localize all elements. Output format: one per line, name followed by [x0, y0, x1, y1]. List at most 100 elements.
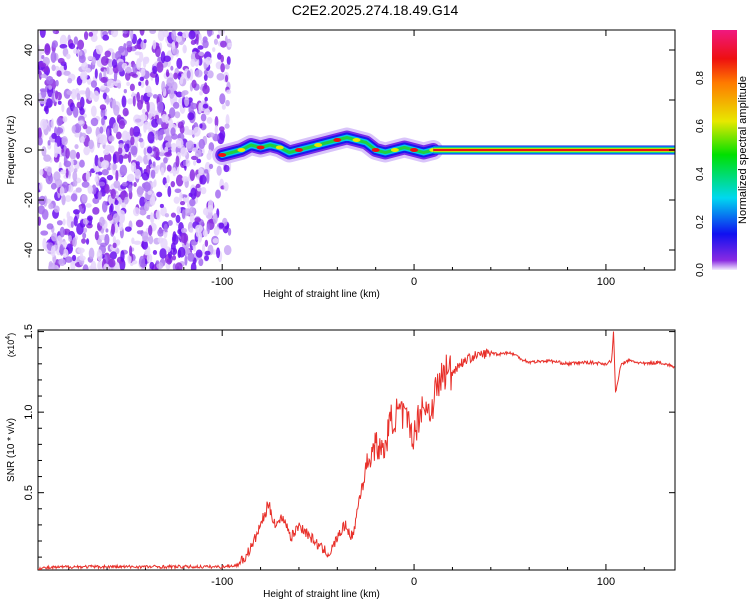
- noise-blob: [123, 30, 129, 35]
- noise-blob: [58, 258, 66, 267]
- noise-blob: [108, 258, 116, 268]
- noise-blob: [212, 213, 218, 224]
- noise-blob: [176, 57, 183, 70]
- noise-blob: [140, 68, 146, 77]
- noise-blob: [57, 100, 62, 105]
- noise-blob: [157, 101, 164, 114]
- noise-blob: [218, 222, 225, 229]
- noise-blob: [92, 90, 100, 102]
- noise-blob: [109, 145, 115, 154]
- noise-blob: [102, 34, 110, 41]
- noise-blob: [39, 88, 47, 93]
- noise-blob: [141, 231, 149, 241]
- noise-blob: [122, 107, 129, 117]
- noise-blob: [39, 30, 46, 38]
- noise-blob: [171, 133, 178, 140]
- noise-blob: [189, 169, 196, 182]
- noise-blob: [206, 171, 210, 184]
- x-tick-label: -100: [211, 576, 233, 588]
- noise-blob: [213, 38, 218, 45]
- colorbar-tick-label: 0.6: [695, 119, 706, 133]
- noise-blob: [44, 105, 49, 110]
- noise-blob: [181, 241, 190, 250]
- noise-blob: [147, 131, 155, 144]
- noise-blob: [100, 85, 106, 91]
- noise-blob: [59, 186, 65, 197]
- noise-blob: [214, 125, 218, 135]
- noise-blob: [131, 73, 138, 78]
- noise-blob: [180, 227, 188, 234]
- noise-blob: [143, 250, 149, 256]
- noise-blob: [139, 76, 145, 82]
- noise-blob: [38, 195, 46, 206]
- noise-blob: [149, 196, 156, 206]
- noise-blob: [213, 226, 220, 236]
- noise-blob: [50, 51, 57, 63]
- noise-blob: [114, 223, 119, 234]
- noise-blob: [138, 137, 144, 143]
- noise-blob: [130, 145, 138, 156]
- noise-blob: [55, 79, 59, 87]
- noise-blob: [118, 45, 125, 53]
- noise-blob: [48, 120, 52, 132]
- noise-blob: [53, 142, 58, 153]
- ridge-peak: [256, 145, 265, 150]
- noise-blob: [106, 66, 110, 75]
- noise-blob: [38, 70, 42, 80]
- noise-blob: [202, 103, 209, 109]
- noise-blob: [201, 243, 206, 254]
- noise-blob: [111, 30, 119, 38]
- noise-blob: [94, 68, 98, 79]
- noise-blob: [86, 215, 93, 222]
- noise-blob: [88, 139, 94, 150]
- noise-blob: [107, 213, 114, 221]
- noise-blob: [189, 206, 196, 216]
- noise-blob: [179, 200, 186, 206]
- noise-blob: [198, 51, 205, 57]
- noise-blob: [78, 90, 87, 95]
- noise-blob: [171, 30, 177, 41]
- noise-blob: [186, 140, 194, 152]
- noise-blob: [207, 70, 214, 79]
- snr-line: [38, 331, 675, 570]
- noise-blob: [112, 213, 120, 224]
- noise-blob: [219, 93, 226, 105]
- noise-blob: [159, 248, 167, 259]
- noise-blob: [45, 173, 53, 185]
- plot-frame: [37, 329, 676, 571]
- noise-blob: [78, 205, 83, 212]
- noise-blob: [61, 194, 66, 206]
- noise-blob: [82, 264, 89, 270]
- noise-blob: [85, 87, 91, 100]
- noise-blob: [74, 132, 81, 138]
- noise-blob: [128, 184, 133, 194]
- noise-blob: [72, 170, 78, 182]
- noise-blob: [202, 84, 210, 95]
- noise-blob: [148, 225, 153, 237]
- noise-blob: [184, 159, 191, 167]
- noise-blob: [177, 228, 182, 235]
- noise-blob: [63, 70, 71, 76]
- noise-blob: [82, 218, 89, 225]
- noise-blob: [79, 255, 86, 261]
- noise-blob: [154, 45, 161, 58]
- noise-blob: [143, 121, 151, 130]
- noise-blob: [134, 118, 142, 123]
- noise-blob: [48, 262, 57, 270]
- noise-blob: [47, 140, 51, 146]
- noise-blob: [170, 65, 174, 71]
- noise-blob: [127, 98, 134, 105]
- noise-blob: [212, 47, 216, 52]
- noise-blob: [180, 147, 188, 157]
- noise-blob: [175, 155, 180, 168]
- noise-blob: [149, 30, 157, 35]
- noise-blob: [97, 190, 103, 200]
- noise-blob: [134, 51, 142, 56]
- noise-blob: [101, 160, 109, 166]
- noise-blob: [195, 227, 199, 237]
- noise-blob: [70, 221, 74, 228]
- noise-blob: [205, 208, 213, 220]
- noise-blob: [197, 45, 204, 50]
- noise-blob: [133, 240, 142, 245]
- noise-blob: [51, 40, 59, 48]
